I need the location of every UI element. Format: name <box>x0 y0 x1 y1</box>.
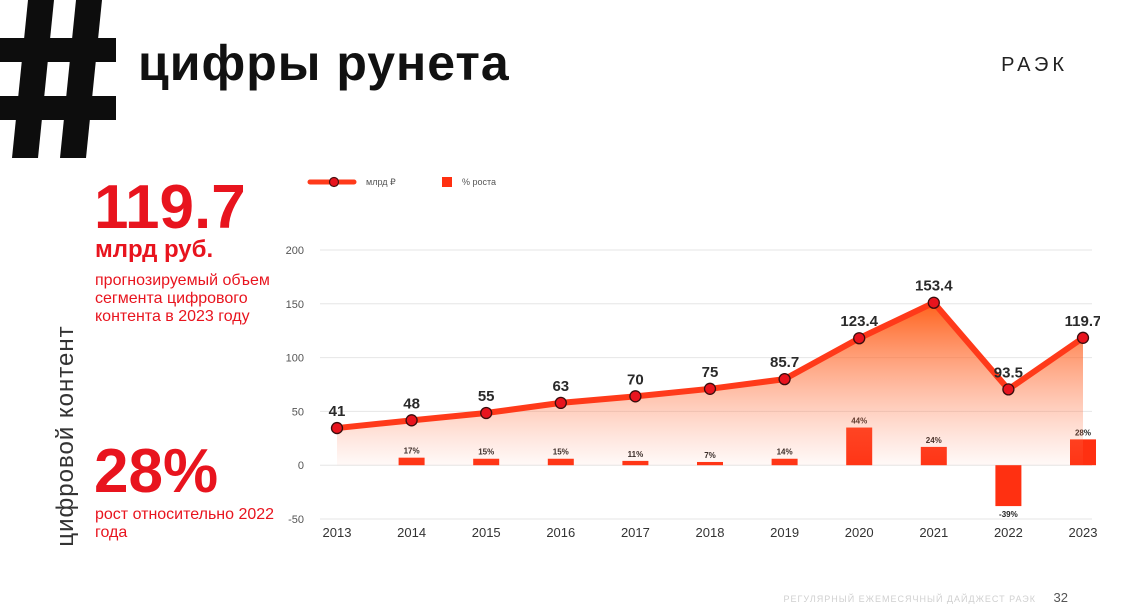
volume-point <box>927 296 940 309</box>
chart-legend: млрд ₽ % роста <box>307 176 496 188</box>
volume-value-label: 85.7 <box>770 354 799 371</box>
volume-value-label: 153.4 <box>915 278 953 295</box>
y-tick-label: -50 <box>288 514 304 526</box>
x-tick-label: 2018 <box>696 525 725 540</box>
x-tick-label: 2014 <box>397 525 426 540</box>
volume-value-label: 63 <box>552 378 569 395</box>
legend-line-label: млрд ₽ <box>366 177 396 187</box>
volume-value-label: 70 <box>627 371 644 388</box>
volume-point <box>703 382 717 395</box>
volume-point <box>1002 383 1015 396</box>
volume-point <box>480 406 493 420</box>
volume-point <box>554 396 567 410</box>
volume-point <box>330 421 344 435</box>
kpi-volume-value: 119.7 <box>94 173 246 242</box>
page-number: 32 <box>1053 590 1068 605</box>
volume-value-label: 41 <box>329 403 346 420</box>
volume-value-label: 55 <box>478 388 495 405</box>
kpi-volume-description: прогнозируемый объем сегмента цифрового … <box>95 272 270 325</box>
x-tick-label: 2023 <box>1069 525 1098 540</box>
x-tick-label: 2015 <box>472 525 501 540</box>
volume-area <box>337 302 1083 466</box>
volume-point <box>853 332 866 345</box>
y-tick-label: 50 <box>292 406 304 418</box>
y-tick-label: 200 <box>286 245 304 257</box>
x-tick-label: 2017 <box>621 525 650 540</box>
volume-point <box>1076 331 1090 344</box>
y-tick-label: 0 <box>298 460 304 472</box>
x-axis-labels: 2013 2014 2015 2016 2017 2018 2019 2020 2021 2022… <box>323 525 1098 540</box>
kpi-growth-value: 28% <box>94 437 219 506</box>
kpi-volume-unit: млрд руб. <box>95 236 214 263</box>
volume-value-label: 123.4 <box>840 313 878 330</box>
volume-value-label: 75 <box>702 364 719 381</box>
y-tick-label: 100 <box>286 353 304 365</box>
page-title: цифры рунета <box>138 35 510 91</box>
x-tick-label: 2022 <box>994 525 1023 540</box>
side-category-label: цифровой контент <box>52 325 79 547</box>
volume-point <box>629 390 642 403</box>
volume-value-label: 119.7 <box>1065 313 1100 330</box>
hashtag-icon <box>0 0 116 158</box>
volume-value-label: 93.5 <box>994 364 1023 381</box>
footer-text: РЕГУЛЯРНЫЙ ЕЖЕМЕСЯЧНЫЙ ДАЙДЖЕСТ РАЭК <box>783 594 1036 604</box>
x-tick-label: 2019 <box>770 525 799 540</box>
x-tick-label: 2021 <box>919 525 948 540</box>
raek-logo: РАЭК <box>1001 54 1068 76</box>
volume-point <box>778 372 791 386</box>
legend-line-marker <box>328 176 340 188</box>
volume-points: 41 48 55 63 70 75 85.7 123.4 153.4 93.5 119.7 <box>329 278 1100 435</box>
growth-bar-label: -39% <box>999 510 1018 519</box>
legend-bar-swatch <box>442 177 452 187</box>
volume-point <box>405 414 418 427</box>
y-tick-label: 150 <box>286 299 304 311</box>
volume-value-label: 48 <box>403 395 420 412</box>
x-tick-label: 2016 <box>546 525 575 540</box>
legend-bar-label: % роста <box>462 177 496 187</box>
x-tick-label: 2013 <box>323 525 352 540</box>
kpi-growth-description: рост относительно 2022 года <box>95 506 275 541</box>
growth-bar <box>995 465 1022 507</box>
x-tick-label: 2020 <box>845 525 874 540</box>
